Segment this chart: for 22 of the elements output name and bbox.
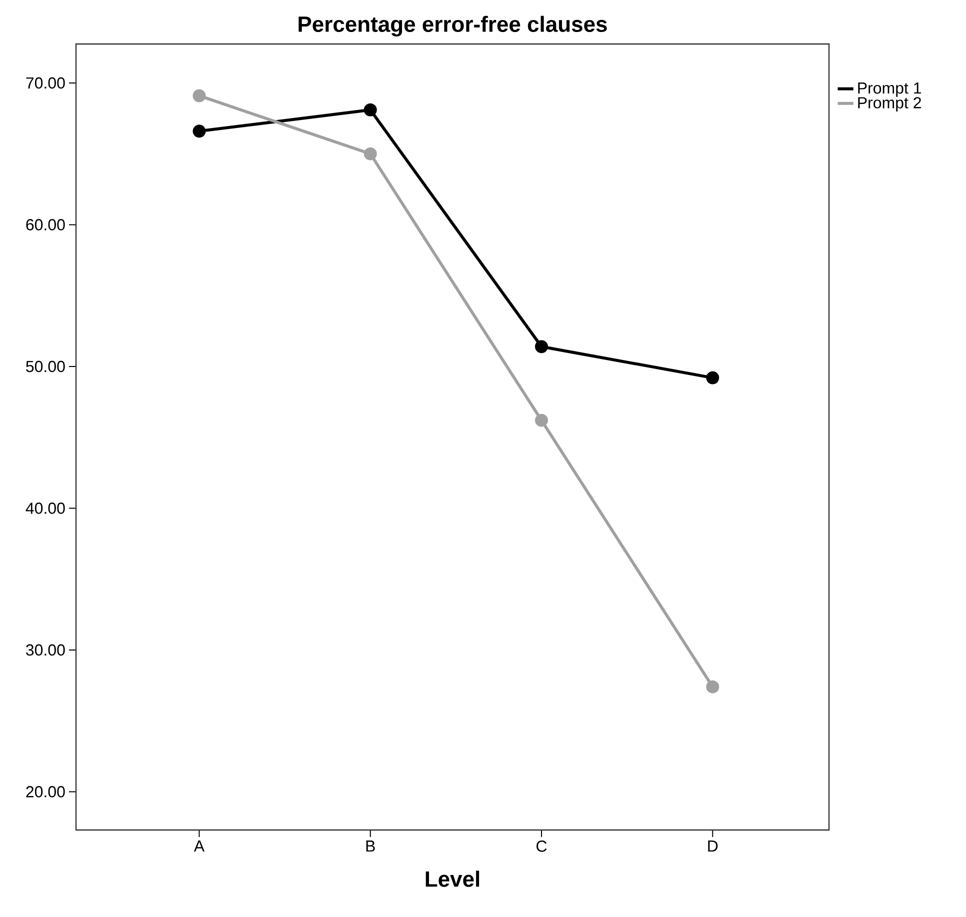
x-tick-label: B [366,840,375,852]
point [706,371,720,384]
point [364,103,377,116]
y-tick-label: 60.00 [26,219,65,230]
y-tick-label: 40.00 [26,502,65,514]
x-axis-title: Level [426,870,480,887]
legend-label: Prompt 2 [858,97,921,112]
x-tick-label: C [536,840,547,852]
y-tick-label: 30.00 [26,644,65,656]
point [706,680,720,694]
x-tick-label: D [708,840,718,852]
x-tick-label: A [194,840,205,852]
point [534,340,548,354]
point [534,414,548,427]
point [192,89,206,102]
y-tick-label: 70.00 [26,77,65,89]
y-tick-label: 20.00 [26,786,65,798]
point [192,124,206,138]
point [364,147,377,160]
chart-title: Percentage error-free clauses [298,16,607,36]
y-tick-label: 50.00 [26,360,65,372]
legend-label: Prompt 1 [858,82,921,97]
